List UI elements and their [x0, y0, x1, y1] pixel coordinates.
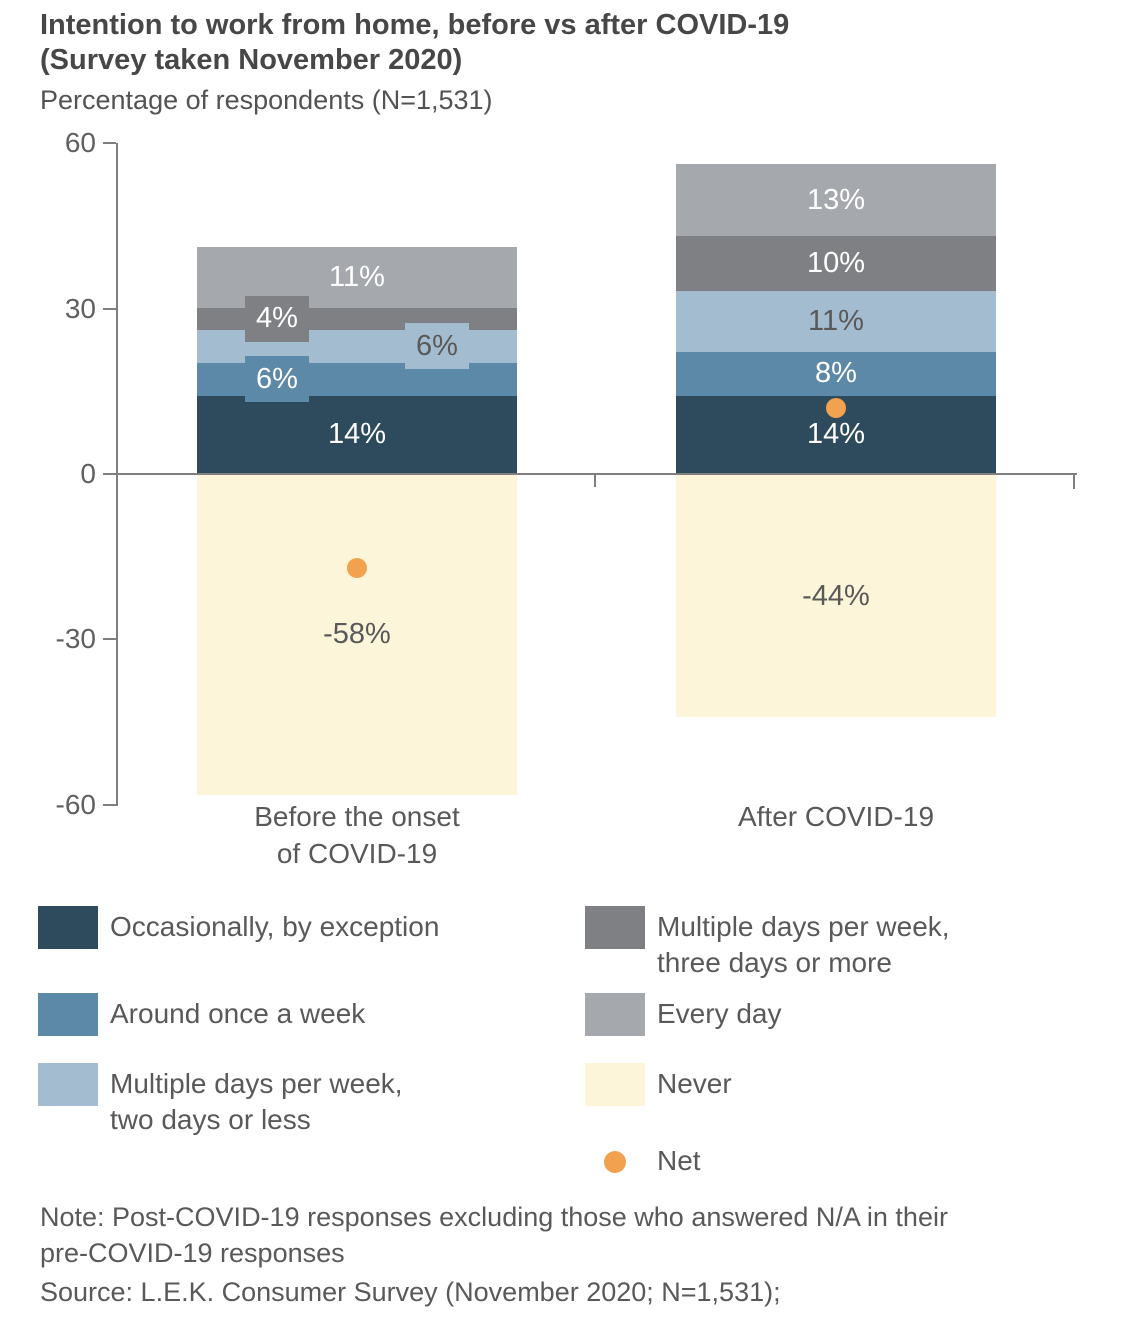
y-axis-tick-label: -30	[55, 623, 96, 655]
bar-segment-label: 11%	[329, 260, 385, 293]
bar-segment-6-cat2: -44%	[676, 475, 996, 718]
legend-label-occasionally-by-exception: Occasionally, by exception	[110, 911, 440, 942]
legend-swatch-net	[585, 1140, 645, 1183]
legend-item-net: Net	[585, 1140, 701, 1183]
y-axis-tick-label: 0	[80, 458, 96, 489]
legend-item-never: Never	[585, 1063, 732, 1106]
net-dot-cat2	[826, 397, 846, 418]
bar-segment-label: 11%	[808, 304, 864, 337]
net-dot-cat1	[347, 557, 367, 578]
bar-segment-1-cat1: 14%	[197, 395, 517, 473]
bar-segment-4-cat2: 10%	[676, 236, 996, 292]
chart-footnotes: Note: Post-COVID-19 responses excluding …	[40, 1199, 948, 1310]
chart-header: Intention to work from home, before vs a…	[40, 8, 789, 116]
category-divider-tick	[594, 475, 596, 487]
legend-label-multiple-days-two-or-less: Multiple days per week, two days or less	[110, 1068, 403, 1135]
legend-item-multiple-days-three-or-more: Multiple days per week, three days or mo…	[585, 906, 950, 981]
legend-swatch-multiple-days-three-or-more	[585, 906, 645, 949]
bar-segment-label: 14%	[327, 417, 387, 450]
legend-item-every-day: Every day	[585, 993, 782, 1036]
bar-segment-label: 8%	[815, 357, 857, 390]
bar-segment-label: -44%	[802, 579, 870, 612]
note-line2: pre-COVID-19 responses	[40, 1238, 345, 1268]
bar-segment-label: -58%	[323, 618, 391, 651]
legend-item-multiple-days-two-or-less: Multiple days per week, two days or less	[38, 1063, 403, 1138]
legend-swatch-multiple-days-two-or-less	[38, 1063, 98, 1106]
bar-segment-label: 14%	[806, 417, 866, 450]
legend-item-around-once-a-week: Around once a week	[38, 993, 365, 1036]
chart-subtitle: Percentage of respondents (N=1,531)	[40, 85, 493, 115]
y-axis-tick	[103, 142, 116, 145]
legend-swatch-every-day	[585, 993, 645, 1036]
bar-segment-label-box: 6%	[245, 356, 309, 403]
y-axis-tick	[103, 803, 116, 806]
y-axis-tick-label: 30	[64, 292, 96, 324]
y-axis-tick	[103, 307, 116, 310]
chart-title-line1: Intention to work from home, before vs a…	[40, 9, 790, 41]
legend-label-net: Net	[657, 1145, 701, 1176]
bar-segment-label: 10%	[806, 247, 866, 280]
legend-label-never: Never	[657, 1068, 732, 1099]
legend-swatch-never	[585, 1063, 645, 1106]
bar-segment-label-box: 4%	[245, 295, 309, 342]
zero-baseline	[116, 473, 1077, 475]
legend-label-every-day: Every day	[657, 998, 782, 1029]
y-axis-tick	[103, 473, 116, 475]
y-axis-tick-label: 60	[64, 127, 96, 159]
chart-title-line2: (Survey taken November 2020)	[40, 44, 463, 76]
bar-segment-label-box: 6%	[405, 323, 469, 370]
category-label-2: After COVID-19	[737, 801, 935, 832]
bar-segment-2-cat2: 8%	[676, 351, 996, 396]
legend-dot-net	[604, 1150, 626, 1173]
bar-segment-label: 13%	[806, 183, 866, 216]
bar-segment-5-cat2: 13%	[676, 164, 996, 237]
legend-swatch-around-once-a-week	[38, 993, 98, 1036]
legend-label-multiple-days-three-or-more: Multiple days per week, three days or mo…	[657, 911, 950, 978]
note-line1: Note: Post-COVID-19 responses excluding …	[40, 1202, 948, 1232]
legend-item-occasionally-by-exception: Occasionally, by exception	[38, 906, 439, 949]
category-label-1: Before the onset of COVID-19	[254, 801, 460, 869]
baseline-end-tick	[1073, 475, 1075, 489]
chart-title: Intention to work from home, before vs a…	[40, 8, 789, 78]
legend-swatch-occasionally-by-exception	[38, 906, 98, 949]
source-line: Source: L.E.K. Consumer Survey (November…	[40, 1277, 781, 1307]
bar-segment-6-cat1: -58%	[197, 475, 517, 795]
bar-segment-3-cat2: 11%	[676, 291, 996, 352]
y-axis-tick	[103, 638, 116, 641]
legend-label-around-once-a-week: Around once a week	[110, 998, 366, 1029]
y-axis-tick-label: -60	[55, 788, 96, 820]
